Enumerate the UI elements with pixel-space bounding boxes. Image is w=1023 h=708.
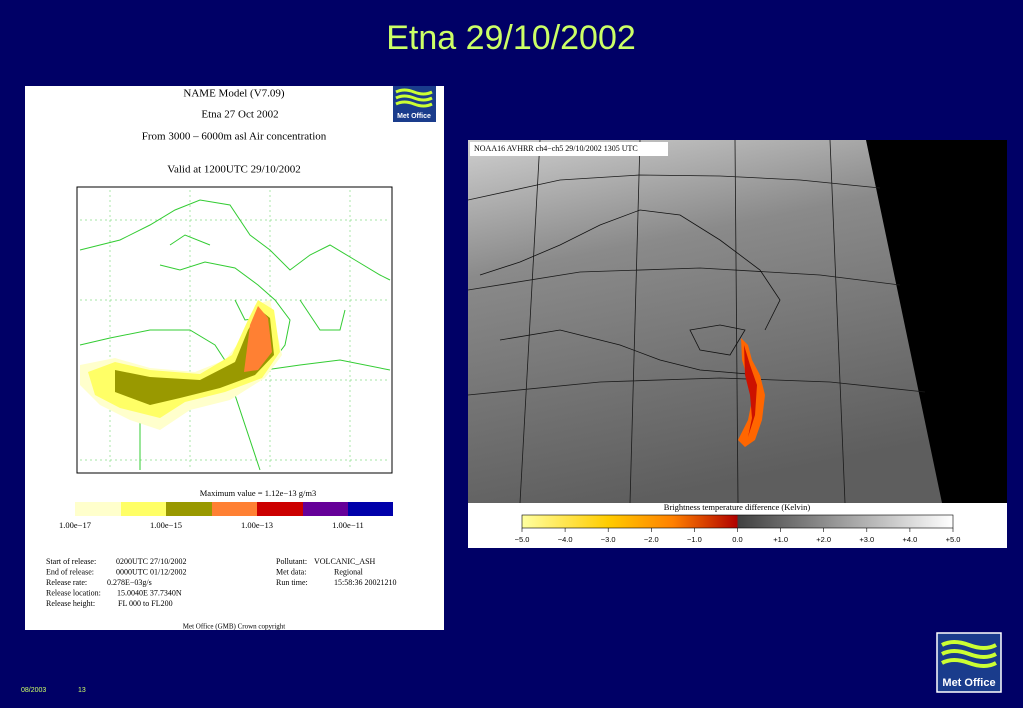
scale-label: 0.0 — [732, 535, 742, 544]
logo: Met Office — [393, 86, 436, 122]
model-panel: NAME Model (V7.09) Etna 27 Oct 2002 From… — [25, 86, 444, 631]
info-value: 15.0040E 37.7340N — [117, 588, 182, 597]
info-value: 0200UTC 27/10/2002 — [116, 557, 186, 566]
header-line: From 3000 – 6000m asl Air concentration — [142, 131, 327, 143]
scale-label: −1.0 — [687, 535, 702, 544]
scale-label: 1.00e−11 — [332, 520, 364, 530]
scale-label: +1.0 — [773, 535, 788, 544]
info-value: 15:58:36 20021210 — [334, 578, 396, 587]
scale-label: +4.0 — [902, 535, 917, 544]
info-label: Release rate: — [46, 578, 87, 587]
info-value: FL 000 to FL200 — [118, 599, 173, 608]
info-value: VOLCANIC_ASH — [314, 557, 376, 566]
info-label: Release location: — [46, 588, 101, 597]
scale-label: −5.0 — [515, 535, 530, 544]
scale-label: −3.0 — [601, 535, 616, 544]
scale-label: +2.0 — [816, 535, 831, 544]
info-label: Run time: — [276, 578, 308, 587]
scale-label: 1.00e−15 — [150, 520, 182, 530]
slide-title: Etna 29/10/2002 — [386, 19, 636, 57]
info-label: Pollutant: — [276, 557, 307, 566]
info-label: End of release: — [46, 567, 94, 576]
logo: Met Office — [936, 632, 1002, 693]
satellite-panel: NOAA16 AVHRR ch4−ch5 29/10/2002 1305 UTC… — [467, 139, 1007, 548]
scale-label: 1.00e−17 — [59, 520, 91, 530]
info-value: 0000UTC 01/12/2002 — [116, 567, 186, 576]
footer-date: 08/2003 — [21, 687, 46, 694]
scale-label: +3.0 — [859, 535, 874, 544]
info-value: Regional — [334, 567, 364, 576]
header-line: NAME Model (V7.09) — [183, 88, 284, 100]
info-label: Start of release: — [46, 557, 96, 566]
copyright: Met Office (GMB) Crown copyright — [183, 623, 286, 631]
satellite-image — [467, 139, 1007, 504]
max-value: Maximum value = 1.12e−13 g/m3 — [200, 488, 317, 498]
info-label: Release height: — [46, 599, 95, 608]
header-line: Etna 27 Oct 2002 — [201, 109, 278, 121]
page-number: 13 — [78, 687, 86, 694]
scale-label: −4.0 — [558, 535, 573, 544]
scale-label: 1.00e−13 — [241, 520, 273, 530]
model-map — [76, 186, 393, 474]
info-value: 0.278E−03g/s — [107, 578, 152, 587]
btd-scale — [521, 514, 954, 529]
scale-label: −2.0 — [644, 535, 659, 544]
info-label: Met data: — [276, 567, 306, 576]
logo-text: Met Office — [942, 677, 995, 689]
scale-label: +5.0 — [946, 535, 961, 544]
satellite-caption: NOAA16 AVHRR ch4−ch5 29/10/2002 1305 UTC — [474, 144, 638, 153]
logo-text: Met Office — [397, 113, 431, 120]
concentration-scale — [75, 502, 393, 516]
scale-title: Brightness temperature difference (Kelvi… — [664, 502, 811, 512]
header-line: Valid at 1200UTC 29/10/2002 — [167, 164, 301, 176]
